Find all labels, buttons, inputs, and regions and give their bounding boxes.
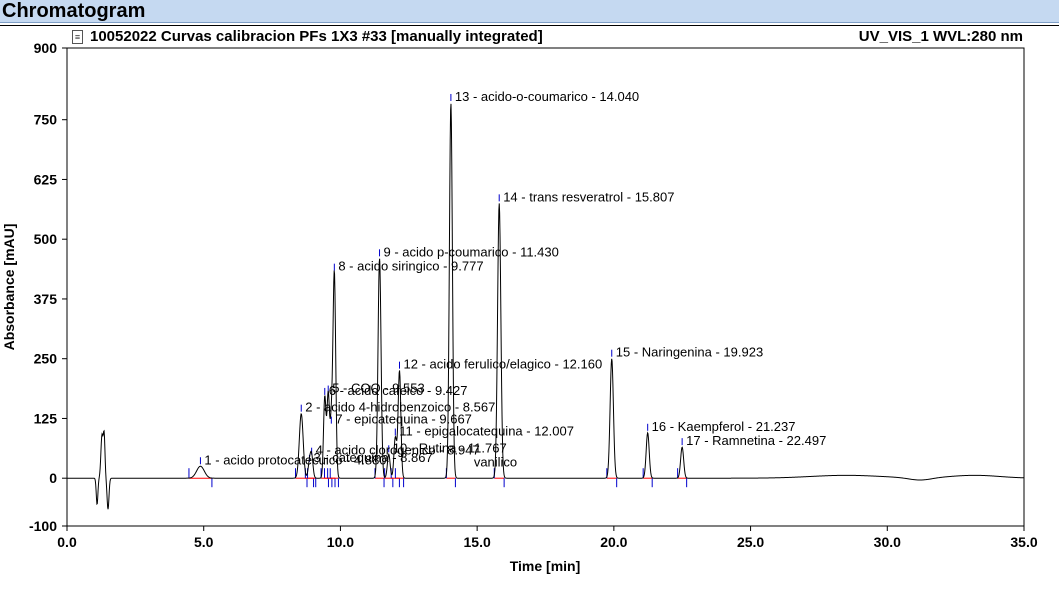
peak-label: 12 - acido ferulico/elagico - 12.160: [403, 357, 602, 372]
peak-label: 6 - acido cafeico - 9.427: [329, 383, 468, 398]
x-tick-label: 20.0: [600, 534, 627, 550]
y-tick-label: 125: [34, 410, 58, 426]
sample-name: 10052022 Curvas calibracion PFs 1X3 #33 …: [90, 28, 543, 45]
y-tick-label: 625: [34, 171, 58, 187]
x-tick-label: 15.0: [464, 534, 491, 550]
x-tick-label: 0.0: [57, 534, 77, 550]
peak-label: 17 - Ramnetina - 22.497: [686, 433, 826, 448]
y-tick-label: 500: [34, 231, 58, 247]
annotation-label: vanilico: [474, 455, 517, 470]
peak-label: 4 - acido clorogenico - 8.947: [316, 443, 480, 458]
x-tick-label: 25.0: [737, 534, 764, 550]
y-tick-label: 375: [34, 291, 58, 307]
y-tick-label: 750: [34, 112, 58, 128]
x-tick-label: 30.0: [874, 534, 901, 550]
peak-label: 2 - acido 4-hidrobenzoico - 8.567: [305, 400, 495, 415]
plot-frame: [66, 47, 1025, 527]
chromatogram-trace: [67, 103, 1025, 510]
peak-label: 1 - acido protocatecuico - 4.880: [204, 452, 386, 467]
peak-label: 13 - acido-o-coumarico - 14.040: [455, 89, 639, 104]
window-title: Chromatogram: [2, 0, 146, 22]
y-tick-label: 250: [34, 351, 58, 367]
peak-label: 15 - Naringenina - 19.923: [616, 345, 763, 360]
peak-label: 14 - trans resveratrol - 15.807: [503, 189, 674, 204]
peak-labels-group: 1 - acido protocatecuico - 4.880 2 - acid…: [204, 89, 826, 470]
peak-label: 8 - acido siringico - 9.777: [338, 259, 483, 274]
axes-group: 0.0 5.0 10.0 15.0 20.0 25.0 30.0 35.0 -100 0 125 25…: [29, 40, 1038, 550]
peak-label: 5 - COQ - 9.553: [332, 381, 424, 396]
header-divider: [0, 25, 1059, 26]
y-tick-label: -100: [29, 518, 57, 534]
peak-label: 3 - catequina - 8.867: [313, 450, 432, 465]
y-axis-title: Absorbance [mAU]: [1, 224, 17, 351]
channel-label: UV_VIS_1 WVL:280 nm: [858, 28, 1023, 45]
y-tick-label: 0: [49, 470, 57, 486]
y-tick-label: 900: [34, 40, 58, 56]
peak-label: 9 - acido p-coumarico - 11.430: [384, 244, 559, 259]
x-tick-label: 5.0: [194, 534, 214, 550]
peak-label: 10 - Rutina - 11.767: [393, 440, 507, 455]
document-icon: ≡: [72, 30, 83, 44]
x-tick-label: 35.0: [1010, 534, 1037, 550]
peak-label: 11 - epigalocatequina - 12.007: [399, 424, 574, 439]
peak-label: 7 - epicatequina - 9.667: [335, 412, 472, 427]
x-tick-label: 10.0: [327, 534, 354, 550]
window-title-bar: Chromatogram: [0, 0, 1059, 23]
x-axis-title: Time [min]: [510, 558, 581, 574]
peak-label: 16 - Kaempferol - 21.237: [652, 419, 796, 434]
